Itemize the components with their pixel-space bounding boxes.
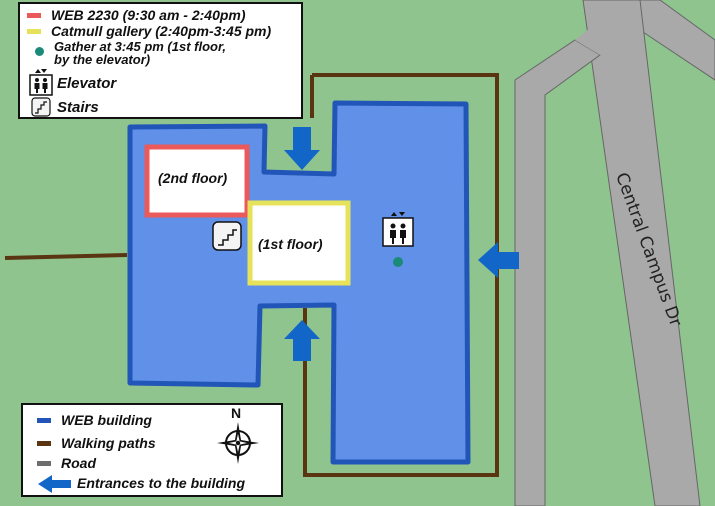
arrow-left-icon — [38, 475, 71, 493]
elevator-legend-icon — [29, 69, 53, 96]
legend-item-elevator: Elevator — [57, 75, 117, 92]
gather-point-dot — [393, 257, 403, 267]
red-swatch — [27, 12, 41, 18]
stairs-icon — [212, 221, 242, 251]
gather-dot-icon — [35, 47, 44, 56]
stairs-legend-icon — [31, 97, 51, 117]
room-2nd-floor — [144, 144, 250, 218]
compass-icon — [217, 422, 259, 464]
yellow-swatch — [27, 28, 41, 34]
legend-item-paths: Walking paths — [37, 435, 156, 451]
blue-swatch — [37, 417, 51, 423]
entrance-arrow-right — [478, 242, 519, 278]
entrance-arrow-top — [284, 127, 320, 170]
compass-north-label: N — [231, 405, 242, 421]
legend-item-catmull: Catmull gallery (2:40pm-3:45 pm) — [27, 23, 271, 39]
legend-item-web2230: WEB 2230 (9:30 am - 2:40pm) — [27, 7, 246, 23]
brown-swatch — [37, 440, 51, 446]
road — [514, 0, 715, 506]
top-legend: WEB 2230 (9:30 am - 2:40pm) Catmull gall… — [18, 2, 303, 119]
legend-item-gather: Gather at 3:45 pm (1st floor, by the ele… — [54, 39, 226, 67]
grey-swatch — [37, 460, 51, 466]
room-1st-floor — [247, 200, 351, 286]
elevator-icon — [382, 212, 414, 247]
legend-item-entrances: Entrances to the building — [77, 475, 246, 491]
legend-item-road: Road — [37, 455, 96, 471]
walking-paths — [4, 73, 499, 477]
room-2nd-floor-label: (2nd floor) — [158, 170, 228, 186]
room-1st-floor-label: (1st floor) — [258, 236, 323, 252]
legend-item-building: WEB building — [37, 412, 152, 428]
legend-item-stairs: Stairs — [57, 99, 99, 116]
entrance-arrow-bottom — [284, 320, 320, 361]
bottom-legend: WEB building Walking paths Road Entrance… — [21, 403, 283, 497]
